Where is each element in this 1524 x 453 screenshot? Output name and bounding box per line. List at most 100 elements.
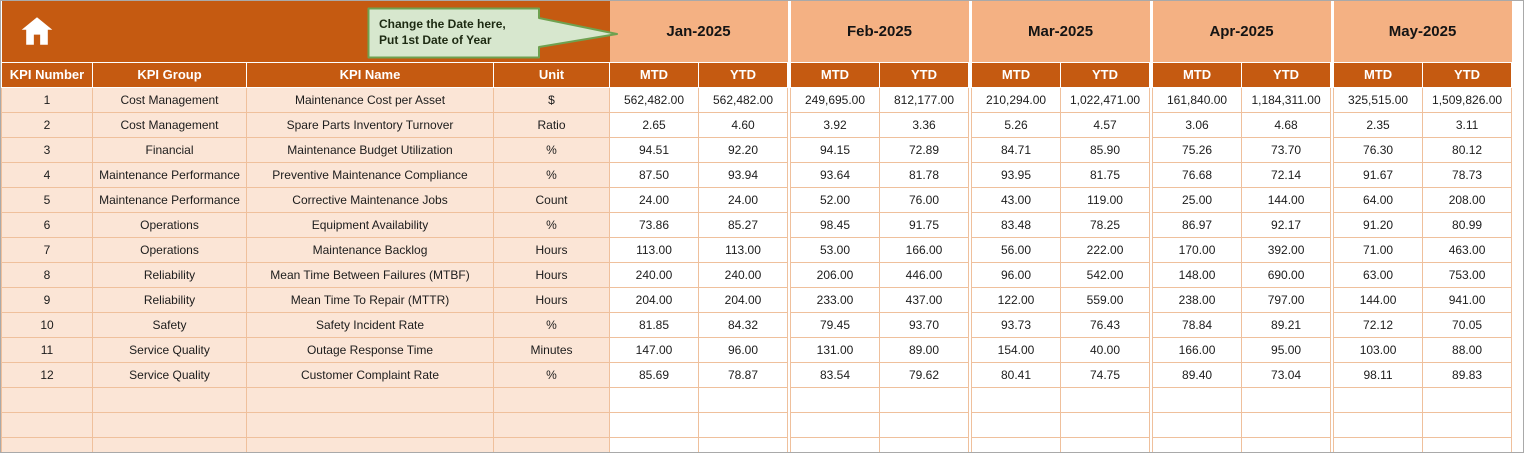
value-cell[interactable]: 131.00 bbox=[790, 336, 880, 363]
value-cell[interactable]: 238.00 bbox=[1152, 286, 1243, 313]
unit-cell[interactable]: Count bbox=[493, 186, 610, 213]
value-cell[interactable] bbox=[878, 411, 970, 438]
value-cell[interactable]: 89.83 bbox=[1422, 361, 1513, 388]
value-cell[interactable]: 70.05 bbox=[1422, 311, 1513, 338]
value-cell[interactable] bbox=[698, 386, 788, 413]
value-cell[interactable] bbox=[698, 411, 788, 438]
month-header-jan[interactable]: Jan-2025 bbox=[609, 1, 788, 62]
value-cell[interactable]: 76.30 bbox=[1333, 136, 1424, 163]
value-cell[interactable] bbox=[1422, 436, 1513, 452]
header-kpi-number[interactable]: KPI Number bbox=[1, 61, 93, 88]
value-cell[interactable]: 92.17 bbox=[1241, 211, 1332, 238]
kpi-group-cell[interactable] bbox=[92, 436, 247, 452]
value-cell[interactable] bbox=[1241, 411, 1332, 438]
value-cell[interactable]: 113.00 bbox=[609, 236, 699, 263]
value-cell[interactable]: 95.00 bbox=[1241, 336, 1332, 363]
value-cell[interactable]: 204.00 bbox=[609, 286, 699, 313]
kpi-group-cell[interactable]: Maintenance Performance bbox=[92, 186, 247, 213]
unit-cell[interactable] bbox=[493, 411, 610, 438]
value-cell[interactable]: 4.68 bbox=[1241, 111, 1332, 138]
kpi-number-cell[interactable]: 2 bbox=[1, 111, 93, 138]
value-cell[interactable] bbox=[1152, 436, 1243, 452]
value-cell[interactable] bbox=[1152, 386, 1243, 413]
value-cell[interactable]: 2.35 bbox=[1333, 111, 1424, 138]
kpi-number-cell[interactable]: 12 bbox=[1, 361, 93, 388]
value-cell[interactable]: 93.94 bbox=[698, 161, 788, 188]
value-cell[interactable] bbox=[790, 386, 880, 413]
value-cell[interactable]: 222.00 bbox=[1060, 236, 1151, 263]
kpi-number-cell[interactable]: 9 bbox=[1, 286, 93, 313]
value-cell[interactable]: 93.70 bbox=[878, 311, 970, 338]
kpi-number-cell[interactable]: 8 bbox=[1, 261, 93, 288]
month-header-may[interactable]: May-2025 bbox=[1333, 1, 1512, 62]
value-cell[interactable]: 3.36 bbox=[878, 111, 970, 138]
header-mtd[interactable]: MTD bbox=[609, 61, 699, 88]
value-cell[interactable] bbox=[609, 386, 699, 413]
kpi-name-cell[interactable]: Equipment Availability bbox=[246, 211, 494, 238]
value-cell[interactable]: 94.15 bbox=[790, 136, 880, 163]
value-cell[interactable]: 103.00 bbox=[1333, 336, 1424, 363]
value-cell[interactable]: 5.26 bbox=[971, 111, 1062, 138]
kpi-name-cell[interactable]: Mean Time Between Failures (MTBF) bbox=[246, 261, 494, 288]
header-ytd[interactable]: YTD bbox=[698, 61, 788, 88]
header-ytd[interactable]: YTD bbox=[878, 61, 970, 88]
value-cell[interactable]: 40.00 bbox=[1060, 336, 1151, 363]
header-mtd[interactable]: MTD bbox=[971, 61, 1062, 88]
value-cell[interactable]: 753.00 bbox=[1422, 261, 1513, 288]
kpi-name-cell[interactable]: Preventive Maintenance Compliance bbox=[246, 161, 494, 188]
month-header-mar[interactable]: Mar-2025 bbox=[971, 1, 1150, 62]
header-ytd[interactable]: YTD bbox=[1241, 61, 1332, 88]
value-cell[interactable]: 73.70 bbox=[1241, 136, 1332, 163]
value-cell[interactable] bbox=[878, 436, 970, 452]
value-cell[interactable]: 78.87 bbox=[698, 361, 788, 388]
value-cell[interactable]: 91.67 bbox=[1333, 161, 1424, 188]
value-cell[interactable]: 91.75 bbox=[878, 211, 970, 238]
value-cell[interactable]: 3.92 bbox=[790, 111, 880, 138]
value-cell[interactable]: 53.00 bbox=[790, 236, 880, 263]
value-cell[interactable]: 93.73 bbox=[971, 311, 1062, 338]
value-cell[interactable]: 208.00 bbox=[1422, 186, 1513, 213]
value-cell[interactable]: 144.00 bbox=[1241, 186, 1332, 213]
kpi-name-cell[interactable]: Outage Response Time bbox=[246, 336, 494, 363]
value-cell[interactable] bbox=[1241, 436, 1332, 452]
value-cell[interactable]: 392.00 bbox=[1241, 236, 1332, 263]
value-cell[interactable]: 113.00 bbox=[698, 236, 788, 263]
value-cell[interactable]: 92.20 bbox=[698, 136, 788, 163]
value-cell[interactable]: 73.04 bbox=[1241, 361, 1332, 388]
kpi-group-cell[interactable] bbox=[92, 386, 247, 413]
kpi-group-cell[interactable]: Reliability bbox=[92, 261, 247, 288]
kpi-name-cell[interactable]: Maintenance Budget Utilization bbox=[246, 136, 494, 163]
kpi-number-cell[interactable] bbox=[1, 411, 93, 438]
kpi-name-cell[interactable]: Maintenance Backlog bbox=[246, 236, 494, 263]
unit-cell[interactable]: $ bbox=[493, 86, 610, 113]
kpi-group-cell[interactable]: Maintenance Performance bbox=[92, 161, 247, 188]
value-cell[interactable]: 98.11 bbox=[1333, 361, 1424, 388]
header-mtd[interactable]: MTD bbox=[1152, 61, 1243, 88]
unit-cell[interactable]: Hours bbox=[493, 261, 610, 288]
value-cell[interactable]: 93.64 bbox=[790, 161, 880, 188]
value-cell[interactable]: 73.86 bbox=[609, 211, 699, 238]
value-cell[interactable]: 76.43 bbox=[1060, 311, 1151, 338]
value-cell[interactable]: 797.00 bbox=[1241, 286, 1332, 313]
kpi-group-cell[interactable]: Cost Management bbox=[92, 111, 247, 138]
value-cell[interactable]: 94.51 bbox=[609, 136, 699, 163]
value-cell[interactable]: 1,022,471.00 bbox=[1060, 86, 1151, 113]
header-ytd[interactable]: YTD bbox=[1422, 61, 1513, 88]
value-cell[interactable]: 437.00 bbox=[878, 286, 970, 313]
value-cell[interactable]: 72.14 bbox=[1241, 161, 1332, 188]
value-cell[interactable]: 24.00 bbox=[698, 186, 788, 213]
kpi-number-cell[interactable]: 4 bbox=[1, 161, 93, 188]
kpi-number-cell[interactable] bbox=[1, 436, 93, 452]
value-cell[interactable]: 98.45 bbox=[790, 211, 880, 238]
kpi-number-cell[interactable]: 11 bbox=[1, 336, 93, 363]
value-cell[interactable]: 170.00 bbox=[1152, 236, 1243, 263]
unit-cell[interactable]: Hours bbox=[493, 236, 610, 263]
value-cell[interactable]: 96.00 bbox=[971, 261, 1062, 288]
kpi-name-cell[interactable]: Customer Complaint Rate bbox=[246, 361, 494, 388]
value-cell[interactable]: 233.00 bbox=[790, 286, 880, 313]
kpi-number-cell[interactable]: 7 bbox=[1, 236, 93, 263]
unit-cell[interactable] bbox=[493, 436, 610, 452]
value-cell[interactable]: 690.00 bbox=[1241, 261, 1332, 288]
value-cell[interactable] bbox=[878, 386, 970, 413]
header-ytd[interactable]: YTD bbox=[1060, 61, 1151, 88]
